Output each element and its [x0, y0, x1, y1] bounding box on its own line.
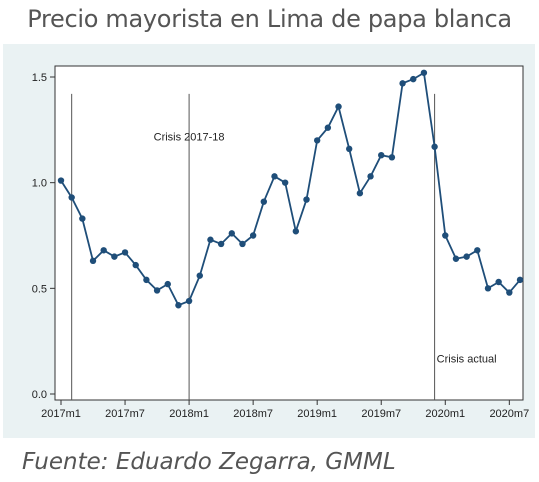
data-point — [111, 253, 118, 260]
data-point — [378, 151, 385, 159]
x-tick-label: 2020m1 — [425, 408, 465, 420]
data-point — [484, 285, 492, 292]
data-point — [410, 75, 417, 83]
annotation-label: Crisis actual — [437, 353, 497, 365]
data-point — [506, 289, 513, 296]
data-point — [420, 69, 428, 76]
data-point — [399, 80, 406, 87]
data-point — [164, 280, 171, 288]
data-point — [249, 232, 257, 239]
data-point — [388, 154, 396, 161]
data-point — [143, 276, 150, 284]
data-point — [228, 230, 235, 237]
data-point — [367, 173, 374, 180]
chart-panel: 0.0 0.5 1.0 1.5 2017m1 2017m7 2018m1 2018m7 2019… — [3, 44, 535, 438]
y-tick-label: 1.0 — [32, 178, 47, 190]
data-point — [132, 261, 139, 269]
data-point — [474, 247, 481, 254]
data-point — [100, 247, 107, 254]
data-point — [356, 190, 364, 197]
data-point — [442, 232, 449, 239]
y-tick-label: 1.5 — [32, 72, 47, 84]
data-point — [153, 287, 161, 294]
annotation-label: Crisis 2017-18 — [154, 131, 225, 143]
data-point — [217, 240, 225, 248]
data-point — [239, 240, 246, 248]
data-point — [463, 253, 470, 260]
data-point — [431, 143, 438, 150]
y-tick-label: 0.0 — [32, 389, 47, 401]
data-point — [452, 255, 460, 262]
x-tick-label: 2017m7 — [105, 408, 145, 420]
x-tick-label: 2017m1 — [41, 408, 81, 420]
data-point — [335, 103, 342, 110]
plot-area — [54, 65, 524, 401]
data-point — [175, 302, 182, 309]
x-tick-label: 2020m7 — [489, 408, 529, 420]
x-tick-label: 2019m1 — [297, 408, 337, 420]
data-point — [271, 173, 278, 180]
source-note: Fuente: Eduardo Zegarra, GMML — [22, 449, 396, 475]
data-point — [185, 297, 193, 305]
data-point — [324, 124, 332, 131]
data-point — [281, 179, 289, 186]
y-tick-label: 0.5 — [32, 283, 47, 295]
line-chart: 0.0 0.5 1.0 1.5 2017m1 2017m7 2018m1 2018m7 2019… — [32, 65, 529, 420]
x-tick-label: 2018m7 — [233, 408, 273, 420]
data-point — [260, 198, 268, 205]
data-point — [303, 196, 310, 203]
data-point — [207, 236, 214, 243]
x-tick-label: 2019m7 — [361, 408, 401, 420]
data-point — [313, 137, 321, 144]
data-point — [68, 194, 75, 201]
data-point — [57, 177, 65, 184]
chart-title: Precio mayorista en Lima de papa blanca — [27, 5, 512, 33]
data-point — [516, 276, 524, 284]
data-point — [292, 228, 300, 235]
data-point — [121, 249, 129, 256]
data-point — [495, 278, 502, 286]
data-point — [89, 257, 97, 265]
data-point — [346, 145, 353, 153]
data-point — [79, 215, 86, 222]
x-tick-label: 2018m1 — [169, 408, 209, 420]
data-point — [196, 272, 203, 279]
